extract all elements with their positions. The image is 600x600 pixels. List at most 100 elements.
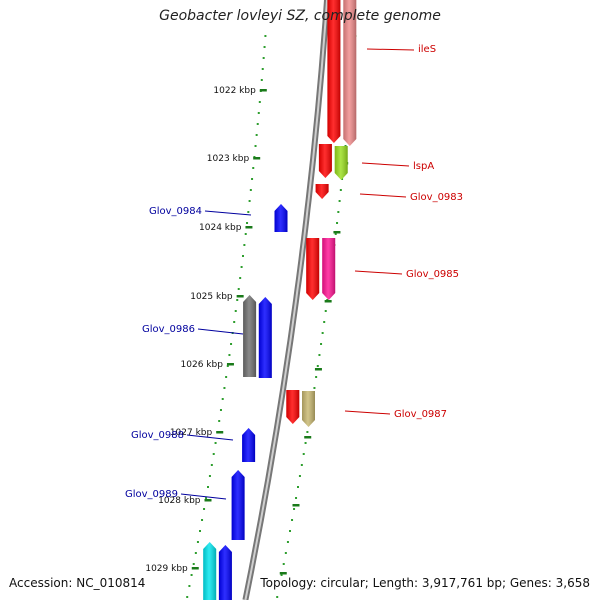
kbp-tick-mark	[191, 567, 199, 570]
gene-label[interactable]: Glov_0988	[131, 430, 184, 441]
kbp-tick-label: 1026 kbp	[181, 360, 224, 370]
track-dot	[302, 453, 305, 455]
track-dot	[225, 376, 228, 378]
track-dot	[221, 398, 224, 400]
track-dot	[324, 310, 327, 312]
track-dot	[263, 46, 266, 48]
kbp-tick-mark	[259, 89, 267, 92]
track-dot	[296, 486, 299, 488]
track-dot	[334, 233, 337, 235]
track-dot	[190, 574, 193, 576]
track-dot	[247, 211, 250, 213]
track-dot	[258, 101, 261, 103]
track-dot	[339, 189, 342, 191]
kbp-tick-mark	[204, 499, 212, 502]
track-dot	[239, 277, 242, 279]
gene-label-leader	[204, 210, 252, 216]
track-dot	[323, 321, 326, 323]
kbp-tick-mark-right	[314, 368, 322, 371]
kbp-tick-mark	[226, 363, 234, 366]
gene-arrow-shade	[318, 144, 332, 178]
gene-label-leader	[361, 162, 410, 167]
gene-arrow-shade	[327, 0, 341, 143]
gene-arrow-shade	[302, 391, 315, 427]
track-dot	[336, 222, 339, 224]
track-dot	[208, 475, 211, 477]
gene-label[interactable]: ileS	[418, 44, 436, 55]
gene-label[interactable]: lspA	[413, 161, 434, 172]
gene-arrow-shade	[243, 295, 257, 377]
kbp-tick-mark-right	[333, 231, 341, 234]
track-dot	[244, 233, 247, 235]
gene-label[interactable]: Glov_0984	[149, 206, 202, 217]
track-dot	[293, 508, 296, 510]
track-dot	[199, 530, 202, 532]
gene-label[interactable]: Glov_0983	[410, 192, 463, 203]
track-dot	[257, 112, 260, 114]
gene-label[interactable]: Glov_0985	[406, 269, 459, 280]
kbp-ticks: 1022 kbp 1023 kbp 1024 kbp 1025 kbp 1026 kbp…	[145, 86, 355, 575]
track-dot	[315, 376, 318, 378]
gene-arrow-shade	[286, 390, 300, 424]
topology-text: Topology: circular; Length: 3,917,761 bp…	[260, 576, 590, 590]
track-dot	[256, 123, 259, 125]
gene-label[interactable]: Glov_0986	[142, 324, 195, 335]
kbp-tick-mark	[216, 431, 224, 434]
track-dot	[276, 596, 279, 598]
kbp-tick-mark	[245, 226, 253, 229]
track-dot	[196, 541, 199, 543]
gene-label-leader	[180, 493, 227, 500]
track-dot	[264, 35, 267, 37]
gene-label[interactable]: Glov_0989	[125, 489, 178, 500]
track-dot	[313, 387, 316, 389]
track-dot	[226, 365, 229, 367]
track-dot	[192, 563, 195, 565]
track-dot	[304, 442, 307, 444]
track-dot	[186, 596, 189, 598]
gene-label-leader	[186, 434, 234, 441]
kbp-tick-mark-right	[324, 300, 332, 303]
track-dot	[321, 332, 324, 334]
track-dot	[289, 530, 292, 532]
track-dot	[295, 497, 298, 499]
track-dot	[233, 321, 236, 323]
kbp-tick-label: 1028 kbp	[158, 496, 201, 506]
kbp-tick-label: 1023 kbp	[207, 154, 250, 164]
kbp-tick-mark-right	[279, 572, 287, 575]
gene-label-leader	[359, 193, 407, 198]
gene-label-leader	[366, 48, 415, 51]
kbp-tick-mark-right	[304, 436, 312, 439]
track-dot	[203, 508, 206, 510]
kbp-tick-label: 1024 kbp	[199, 223, 242, 233]
kbp-tick-mark	[236, 295, 244, 298]
track-dot	[252, 167, 255, 169]
gene-label-leader	[344, 410, 391, 415]
gene-arrow-shade	[322, 238, 336, 300]
track-dot	[205, 497, 208, 499]
track-dot	[243, 244, 246, 246]
backbone-highlight	[244, 0, 328, 600]
track-dot	[262, 57, 265, 59]
gene-label-leader	[354, 270, 403, 275]
track-dot	[284, 552, 287, 554]
kbp-tick-mark-right	[292, 504, 300, 507]
track-dot	[248, 200, 251, 202]
track-dot	[230, 343, 233, 345]
map-title: Geobacter lovleyi SZ, complete genome	[159, 8, 441, 24]
gene-arrow-shade	[203, 542, 217, 600]
kbp-tick-mark	[253, 157, 261, 160]
track-dot	[240, 266, 243, 268]
gene-features	[203, 0, 357, 600]
gene-arrow-shade	[334, 146, 348, 180]
accession-text: Accession: NC_010814	[9, 576, 146, 590]
gene-label[interactable]: Glov_0987	[394, 409, 447, 420]
track-dot	[300, 464, 303, 466]
track-dot	[254, 145, 257, 147]
kbp-tick-label: 1029 kbp	[145, 564, 188, 574]
backbone	[242, 0, 330, 600]
track-dot	[261, 68, 264, 70]
gene-arrow-shade	[242, 428, 256, 462]
track-dot	[251, 178, 254, 180]
gene-arrow-shade	[231, 470, 245, 540]
